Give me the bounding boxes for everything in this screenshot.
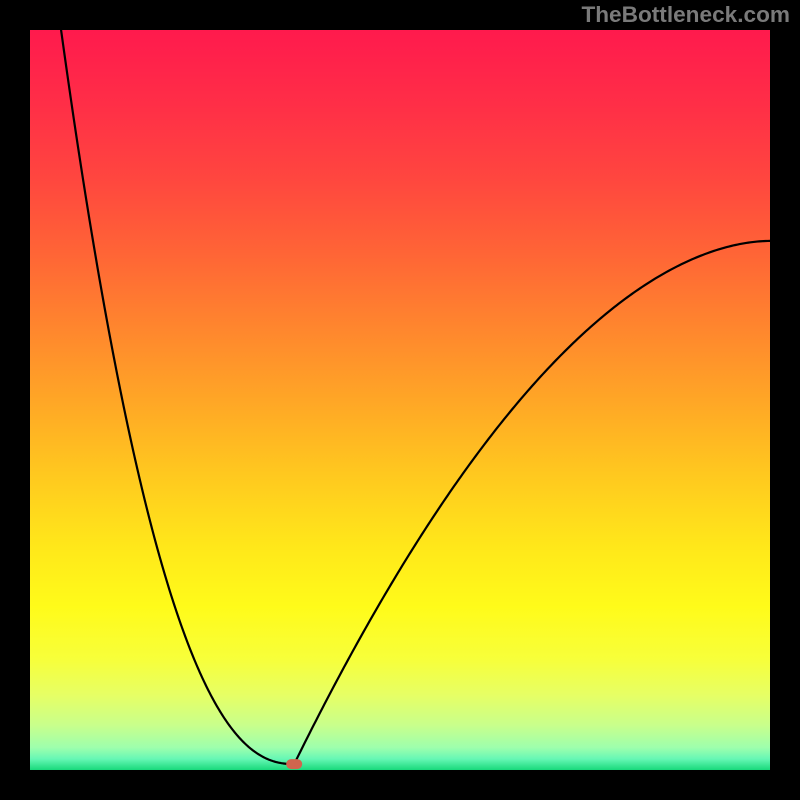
bottleneck-chart (0, 0, 800, 800)
watermark-text: TheBottleneck.com (581, 2, 790, 28)
chart-stage: TheBottleneck.com (0, 0, 800, 800)
apex-marker (286, 759, 302, 769)
plot-background (30, 30, 770, 770)
